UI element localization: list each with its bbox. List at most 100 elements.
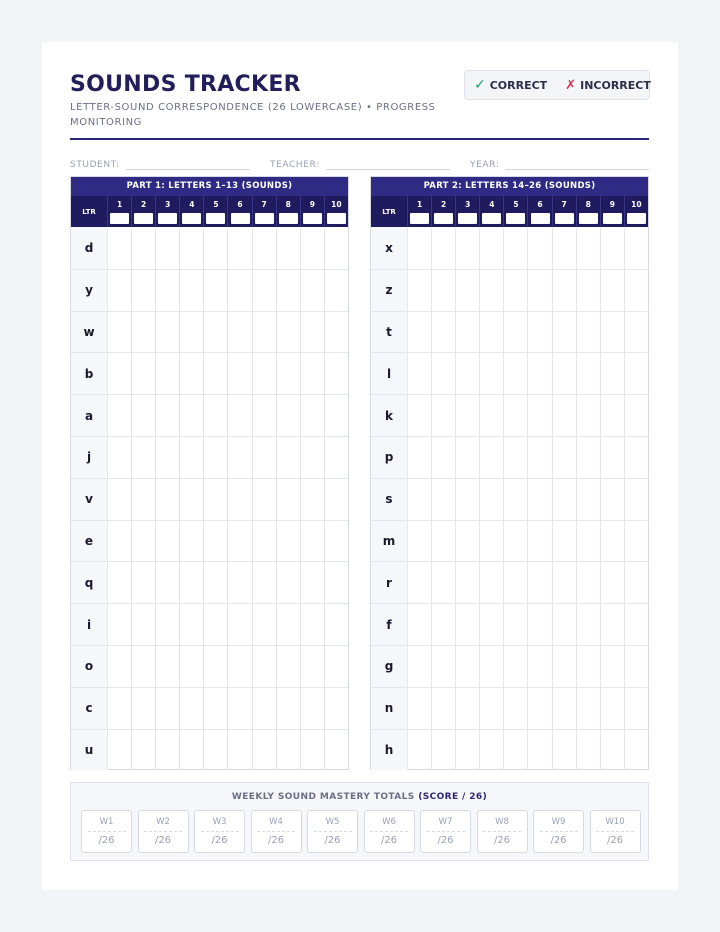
teacher-line[interactable] [325, 160, 450, 170]
score-cell[interactable] [503, 353, 527, 395]
score-cell[interactable] [275, 311, 300, 353]
score-cell[interactable] [527, 645, 551, 687]
score-cell[interactable] [575, 227, 600, 269]
score-cell[interactable] [107, 436, 131, 478]
score-cell[interactable] [275, 436, 300, 478]
score-cell[interactable] [107, 478, 131, 520]
score-cell[interactable] [551, 353, 576, 395]
score-cell[interactable] [599, 645, 624, 687]
score-cell[interactable] [407, 269, 431, 311]
score-cell[interactable] [431, 353, 455, 395]
score-cell[interactable] [323, 687, 348, 729]
score-cell[interactable] [131, 353, 155, 395]
score-cell[interactable] [323, 478, 348, 520]
score-cell[interactable] [251, 520, 276, 562]
week-total-box[interactable]: W1/26 [81, 810, 132, 853]
score-cell[interactable] [299, 395, 324, 436]
score-cell[interactable] [455, 436, 479, 478]
score-cell[interactable] [575, 645, 600, 687]
trial-date-box[interactable] [602, 213, 622, 224]
score-cell[interactable] [551, 687, 576, 729]
score-cell[interactable] [179, 729, 203, 771]
score-cell[interactable] [275, 645, 300, 687]
score-cell[interactable] [107, 269, 131, 311]
trial-date-box[interactable] [110, 213, 130, 224]
trial-date-box[interactable] [206, 213, 226, 224]
score-cell[interactable] [551, 436, 576, 478]
score-cell[interactable] [455, 269, 479, 311]
score-cell[interactable] [479, 687, 503, 729]
score-cell[interactable] [551, 729, 576, 771]
score-cell[interactable] [527, 604, 551, 645]
score-cell[interactable] [479, 729, 503, 771]
score-cell[interactable] [275, 269, 300, 311]
score-cell[interactable] [455, 353, 479, 395]
score-cell[interactable] [551, 604, 576, 645]
score-cell[interactable] [323, 395, 348, 436]
score-cell[interactable] [179, 562, 203, 604]
score-cell[interactable] [155, 645, 179, 687]
score-cell[interactable] [503, 436, 527, 478]
score-cell[interactable] [203, 269, 227, 311]
score-cell[interactable] [131, 269, 155, 311]
score-cell[interactable] [323, 562, 348, 604]
score-cell[interactable] [227, 604, 251, 645]
score-cell[interactable] [503, 227, 527, 269]
score-cell[interactable] [623, 562, 648, 604]
score-cell[interactable] [551, 227, 576, 269]
score-cell[interactable] [251, 562, 276, 604]
score-cell[interactable] [479, 227, 503, 269]
student-line[interactable] [125, 160, 250, 170]
score-cell[interactable] [599, 687, 624, 729]
score-cell[interactable] [599, 520, 624, 562]
trial-date-box[interactable] [182, 213, 202, 224]
score-cell[interactable] [203, 520, 227, 562]
score-cell[interactable] [251, 604, 276, 645]
score-cell[interactable] [107, 311, 131, 353]
trial-date-box[interactable] [230, 213, 250, 224]
score-cell[interactable] [227, 395, 251, 436]
score-cell[interactable] [251, 353, 276, 395]
score-cell[interactable] [551, 395, 576, 436]
student-field[interactable]: STUDENT: [70, 156, 250, 170]
score-cell[interactable] [431, 478, 455, 520]
score-cell[interactable] [251, 645, 276, 687]
score-cell[interactable] [299, 562, 324, 604]
score-cell[interactable] [623, 269, 648, 311]
score-cell[interactable] [107, 604, 131, 645]
score-cell[interactable] [131, 729, 155, 771]
score-cell[interactable] [527, 269, 551, 311]
score-cell[interactable] [623, 604, 648, 645]
score-cell[interactable] [179, 520, 203, 562]
score-cell[interactable] [407, 562, 431, 604]
week-total-box[interactable]: W8/26 [476, 810, 528, 853]
score-cell[interactable] [407, 478, 431, 520]
score-cell[interactable] [527, 687, 551, 729]
score-cell[interactable] [227, 478, 251, 520]
score-cell[interactable] [251, 436, 276, 478]
score-cell[interactable] [179, 604, 203, 645]
score-cell[interactable] [275, 227, 300, 269]
score-cell[interactable] [431, 311, 455, 353]
score-cell[interactable] [479, 436, 503, 478]
score-cell[interactable] [455, 729, 479, 771]
score-cell[interactable] [527, 520, 551, 562]
trial-date-box[interactable] [158, 213, 178, 224]
score-cell[interactable] [275, 687, 300, 729]
score-cell[interactable] [599, 227, 624, 269]
score-cell[interactable] [455, 395, 479, 436]
score-cell[interactable] [227, 729, 251, 771]
score-cell[interactable] [227, 269, 251, 311]
score-cell[interactable] [227, 353, 251, 395]
score-cell[interactable] [131, 227, 155, 269]
score-cell[interactable] [407, 353, 431, 395]
score-cell[interactable] [179, 311, 203, 353]
score-cell[interactable] [275, 520, 300, 562]
score-cell[interactable] [251, 395, 276, 436]
score-cell[interactable] [479, 520, 503, 562]
score-cell[interactable] [599, 395, 624, 436]
score-cell[interactable] [227, 227, 251, 269]
score-cell[interactable] [575, 353, 600, 395]
score-cell[interactable] [323, 729, 348, 771]
score-cell[interactable] [407, 520, 431, 562]
